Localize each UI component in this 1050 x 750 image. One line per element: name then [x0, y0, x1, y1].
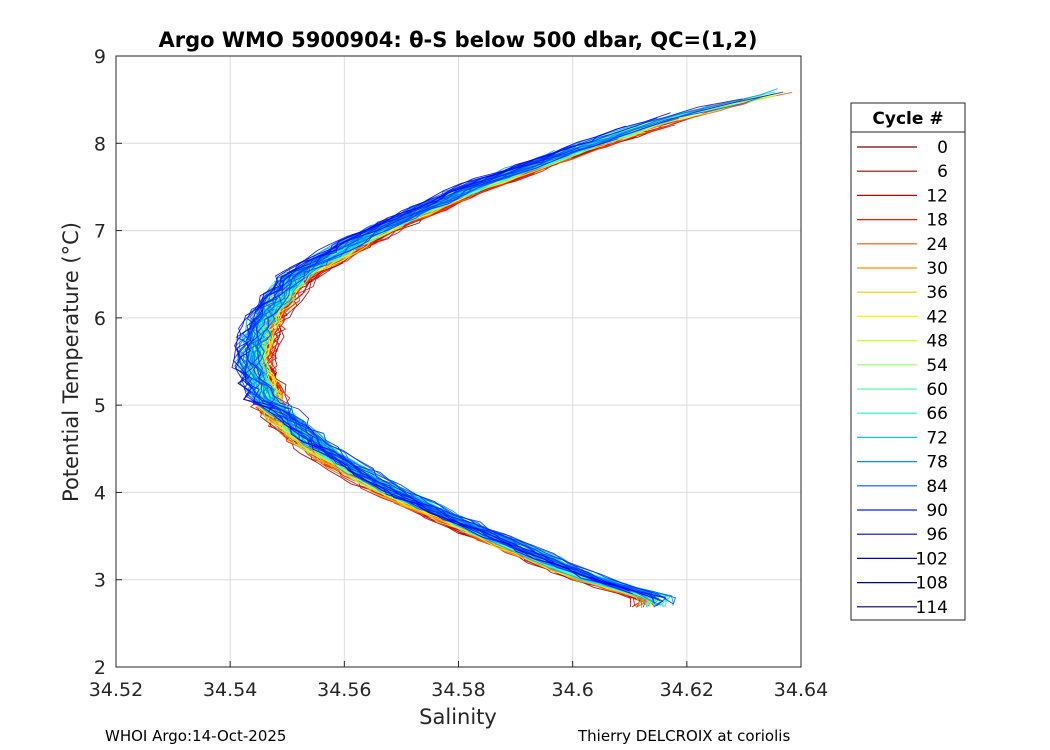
legend-entry-label: 36 [926, 283, 948, 303]
x-tick-label: 34.56 [317, 679, 371, 701]
profile-line [251, 96, 763, 606]
footer-left: WHOI Argo:14-Oct-2025 [105, 727, 286, 745]
profile-line [237, 146, 648, 608]
profile-line [233, 149, 647, 601]
profile-line [245, 153, 664, 608]
grid-lines [115, 55, 802, 668]
legend-entry-label: 78 [926, 453, 948, 473]
profile-line [232, 98, 743, 601]
profile-line [252, 160, 651, 598]
profile-line [244, 146, 667, 607]
y-tick-label: 7 [94, 221, 106, 243]
profile-line [238, 103, 713, 592]
legend-entry-label: 114 [916, 598, 948, 618]
profile-line [252, 138, 674, 605]
y-tick-label: 8 [94, 133, 106, 155]
profile-line [256, 159, 665, 608]
profile-line [257, 162, 663, 603]
profile-line [246, 135, 664, 607]
legend-entry-label: 12 [926, 186, 948, 206]
y-tick-label: 5 [94, 395, 106, 417]
legend-entry-label: 66 [926, 404, 948, 424]
profile-line [244, 156, 654, 599]
profile-line [248, 137, 659, 606]
profile-line [256, 91, 784, 594]
profile-line [234, 170, 631, 594]
legend-items: 0 6 12 18 24 30 36 42 48 54 60 66 72 78 84 90 96 102 108 11… [857, 138, 948, 618]
legend-entry-label: 42 [926, 307, 948, 327]
profile-line [242, 155, 656, 606]
y-tick-label: 3 [94, 570, 106, 592]
y-axis-ticks: 2 3 4 5 6 7 8 9 [94, 46, 122, 679]
x-tick-label: 34.64 [774, 679, 828, 701]
profile-line [234, 125, 631, 592]
legend-entry-label: 108 [916, 574, 948, 594]
profile-line [239, 150, 648, 597]
profile-line [247, 151, 648, 601]
profile-line [253, 168, 647, 603]
profile-lines [231, 88, 792, 608]
profile-line [247, 140, 661, 602]
y-axis-label: Potential Temperature (°C) [59, 222, 83, 502]
profile-line [245, 175, 635, 596]
legend-entry-label: 6 [937, 162, 948, 182]
x-axis-label: Salinity [419, 705, 497, 729]
y-tick-label: 2 [94, 657, 106, 679]
legend-entry-label: 60 [926, 380, 948, 400]
legend-title: Cycle # [872, 109, 943, 129]
x-tick-label: 34.58 [431, 679, 485, 701]
legend-entry-label: 18 [926, 211, 948, 231]
chart-title: Argo WMO 5900904: θ-S below 500 dbar, QC… [159, 28, 758, 52]
legend-entry-label: 72 [926, 428, 948, 448]
profile-line [236, 108, 694, 608]
profile-line [261, 164, 654, 607]
legend-entry-label: 54 [926, 356, 948, 376]
y-tick-label: 9 [94, 46, 106, 68]
profile-line [254, 149, 658, 606]
profile-line [243, 147, 660, 602]
x-tick-label: 34.54 [203, 679, 257, 701]
y-tick-label: 4 [94, 482, 106, 504]
profile-line [245, 149, 650, 606]
profile-line [261, 167, 632, 593]
legend: Cycle # 0 6 12 18 24 30 36 42 48 54 60 66 72 78 84 90 96… [850, 102, 966, 621]
profile-line [249, 141, 647, 604]
x-tick-label: 34.6 [552, 679, 594, 701]
legend-entry-label: 102 [916, 549, 948, 569]
profile-line [255, 134, 666, 607]
profile-line [255, 173, 621, 592]
profile-line [237, 153, 640, 596]
profile-line [259, 155, 669, 607]
legend-entry-label: 48 [926, 332, 948, 352]
profile-line [240, 153, 630, 592]
legend-entry-label: 30 [926, 259, 948, 279]
profile-line [249, 151, 659, 601]
legend-entry-label: 84 [926, 477, 948, 497]
profile-line [255, 161, 674, 604]
profile-line [245, 147, 666, 598]
profile-line [253, 145, 652, 599]
profile-line [253, 169, 645, 603]
y-tick-label: 6 [94, 308, 106, 330]
profile-line [231, 159, 655, 605]
profile-line [244, 151, 654, 604]
x-tick-label: 34.62 [660, 679, 714, 701]
legend-entry-label: 24 [926, 235, 948, 255]
legend-entry-label: 90 [926, 501, 948, 521]
legend-entry-label: 96 [926, 525, 948, 545]
footer-right: Thierry DELCROIX at coriolis [577, 727, 790, 745]
x-axis-ticks: 34.52 34.54 34.56 34.58 34.6 34.62 34.64 [89, 661, 828, 701]
legend-entry-label: 0 [937, 138, 948, 158]
x-tick-label: 34.52 [89, 679, 143, 701]
